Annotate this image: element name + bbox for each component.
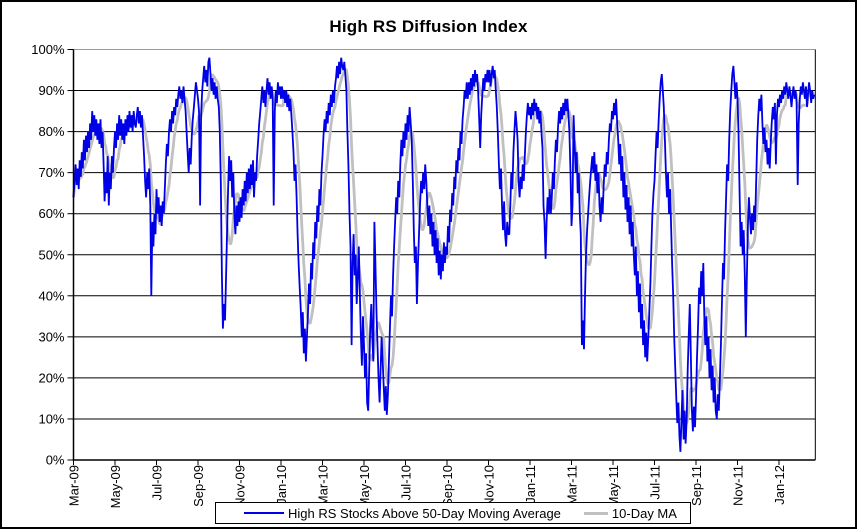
x-tick-label: Jan-11 <box>523 465 538 504</box>
y-tick-label: 30% <box>38 329 64 344</box>
x-tick-label: Sep-09 <box>191 465 206 507</box>
x-tick-label: Jul-09 <box>150 465 165 500</box>
y-tick-label: 20% <box>38 370 64 385</box>
x-tick-label: Jan-10 <box>274 465 289 505</box>
x-tick-label: Mar-10 <box>316 465 331 506</box>
x-tick-label: Sep-11 <box>689 465 704 506</box>
y-tick-label: 90% <box>38 83 64 98</box>
x-tick-label: Nov-11 <box>731 465 746 506</box>
x-tick-label: Nov-09 <box>233 465 248 507</box>
x-tick-label: Nov-10 <box>482 465 497 507</box>
legend-item-primary: High RS Stocks Above 50-Day Moving Avera… <box>244 506 561 521</box>
y-tick-label: 70% <box>38 165 64 180</box>
y-tick-label: 100% <box>31 42 65 57</box>
x-tick-label: May-10 <box>357 465 372 508</box>
x-tick-label: Jan-12 <box>772 465 787 505</box>
primary-series-line <box>72 57 816 452</box>
y-tick-label: 0% <box>46 453 65 468</box>
x-tick-label: Mar-11 <box>565 465 580 505</box>
x-tick-label: Jul-10 <box>399 465 414 500</box>
blue-line-swatch-icon <box>244 512 284 514</box>
y-tick-label: 10% <box>38 411 64 426</box>
legend: High RS Stocks Above 50-Day Moving Avera… <box>215 502 691 524</box>
x-tick-label: Sep-10 <box>440 465 455 507</box>
legend-label-ma: 10-Day MA <box>611 505 677 521</box>
y-tick-label: 60% <box>38 206 64 221</box>
x-tick-label: Mar-09 <box>67 465 82 506</box>
y-tick-label: 40% <box>38 288 64 303</box>
gray-line-swatch-icon <box>583 511 608 515</box>
y-tick-label: 80% <box>38 124 64 139</box>
chart-title: High RS Diffusion Index <box>329 17 528 36</box>
x-tick-label: May-11 <box>606 465 621 507</box>
legend-item-ma: 10-Day MA <box>583 505 677 521</box>
y-tick-label: 50% <box>38 247 64 262</box>
x-tick-label: May-09 <box>108 465 123 508</box>
legend-label-primary: High RS Stocks Above 50-Day Moving Avera… <box>288 505 561 521</box>
x-tick-label: Jul-11 <box>648 465 663 499</box>
